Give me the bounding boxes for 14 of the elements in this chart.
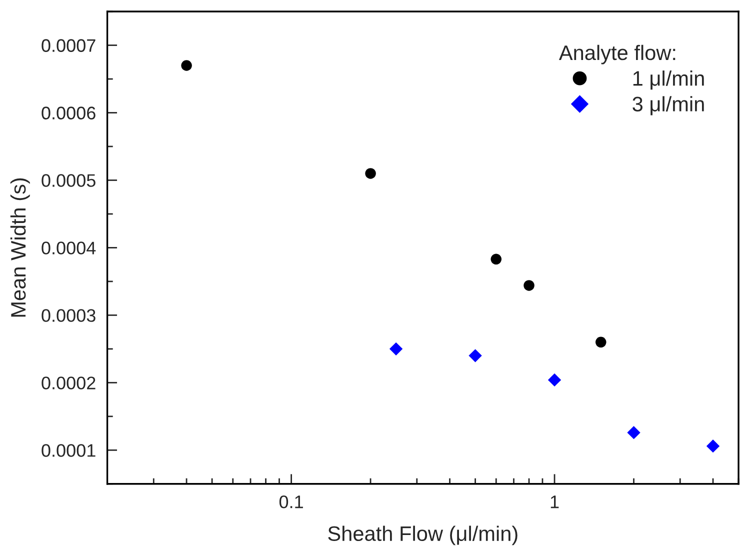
legend-label: 1 μl/min (633, 70, 704, 90)
y-tick-label: 0.0002 (42, 376, 96, 390)
y-tick-label: 0.0006 (42, 106, 96, 120)
y-tick-label: 0.0003 (42, 309, 96, 322)
x-axis-title: Sheath Flow (μl/min) (328, 526, 518, 546)
y-tick-label: 0.0007 (42, 39, 96, 52)
y-tick-label: 0.0001 (42, 444, 96, 457)
y-axis-title: Mean Width (s) (10, 178, 30, 317)
y-tick-label: 0.0004 (42, 242, 96, 254)
legend-title: Analyte flow: (558, 44, 676, 64)
x-tick-label: 0.1 (279, 495, 303, 508)
legend-label: 3 μl/min (632, 96, 704, 116)
x-tick-label: 1 (550, 496, 559, 508)
y-tick-label: 0.0005 (42, 174, 96, 187)
